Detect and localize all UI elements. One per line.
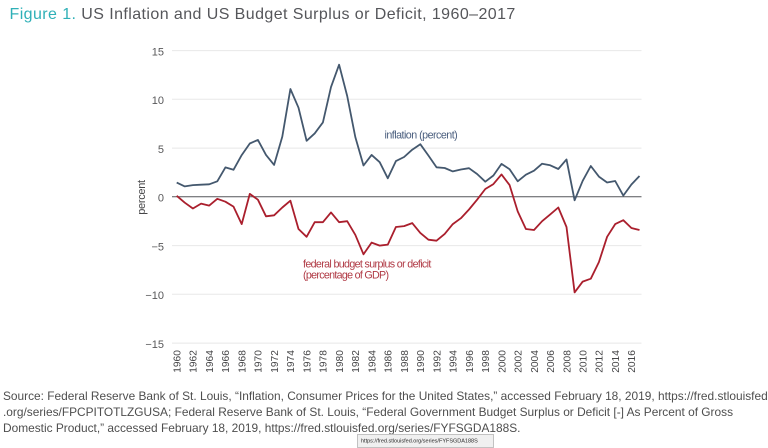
svg-text:1980: 1980 [335, 350, 346, 373]
svg-text:−15: −15 [145, 339, 164, 351]
svg-text:1972: 1972 [270, 350, 281, 373]
svg-text:1986: 1986 [384, 350, 395, 373]
svg-text:2002: 2002 [514, 350, 525, 373]
svg-text:0: 0 [158, 193, 164, 205]
svg-text:1978: 1978 [319, 350, 330, 373]
svg-text:1988: 1988 [400, 350, 411, 373]
svg-text:1982: 1982 [351, 350, 362, 373]
svg-text:1976: 1976 [302, 350, 313, 373]
svg-text:1998: 1998 [481, 350, 492, 373]
svg-text:(percentage of GDP): (percentage of GDP) [303, 270, 388, 282]
svg-text:2012: 2012 [595, 350, 606, 373]
svg-text:1962: 1962 [189, 350, 200, 373]
svg-text:2000: 2000 [497, 350, 508, 373]
svg-text:1974: 1974 [286, 350, 297, 373]
svg-text:−10: −10 [145, 290, 164, 302]
svg-text:2010: 2010 [579, 350, 590, 373]
svg-text:1960: 1960 [173, 350, 184, 373]
svg-text:5: 5 [158, 144, 164, 156]
svg-text:−5: −5 [151, 242, 164, 254]
svg-text:1990: 1990 [416, 350, 427, 373]
svg-text:2016: 2016 [627, 350, 638, 373]
svg-text:1968: 1968 [238, 350, 249, 373]
svg-text:1964: 1964 [205, 350, 216, 373]
svg-text:percent: percent [136, 180, 148, 215]
svg-text:15: 15 [152, 47, 164, 59]
svg-text:2006: 2006 [546, 350, 557, 373]
svg-text:2004: 2004 [530, 350, 541, 373]
svg-text:inflation (percent): inflation (percent) [385, 129, 458, 141]
svg-text:1966: 1966 [221, 350, 232, 373]
svg-text:1970: 1970 [254, 350, 265, 373]
svg-text:10: 10 [152, 95, 164, 107]
svg-text:2008: 2008 [562, 350, 573, 373]
svg-text:2014: 2014 [611, 350, 622, 373]
svg-text:1996: 1996 [465, 350, 476, 373]
svg-text:1994: 1994 [449, 350, 460, 373]
svg-text:1984: 1984 [367, 350, 378, 373]
svg-text:federal budget surplus or defi: federal budget surplus or deficit [303, 258, 431, 270]
svg-text:1992: 1992 [432, 350, 443, 373]
